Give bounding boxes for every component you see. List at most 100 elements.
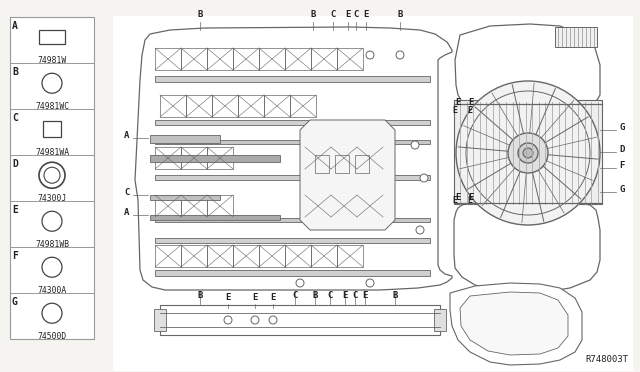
Text: 74981W: 74981W (37, 56, 67, 65)
Bar (357, 195, 383, 217)
Circle shape (420, 174, 428, 182)
Bar (207, 195, 233, 217)
Text: C: C (292, 291, 298, 300)
FancyBboxPatch shape (10, 17, 94, 339)
Bar (331, 147, 357, 169)
Text: B: B (392, 291, 397, 300)
Polygon shape (135, 27, 452, 290)
Bar (285, 245, 311, 267)
Circle shape (42, 211, 62, 231)
FancyBboxPatch shape (155, 175, 430, 180)
Text: B: B (397, 10, 403, 19)
Text: E: E (455, 98, 461, 107)
Text: E: E (225, 293, 230, 302)
FancyBboxPatch shape (150, 195, 220, 200)
Circle shape (42, 257, 62, 277)
Bar (207, 48, 233, 70)
Text: D: D (12, 159, 18, 169)
Circle shape (224, 316, 232, 324)
FancyBboxPatch shape (155, 270, 430, 276)
Text: F: F (12, 251, 18, 261)
Text: D: D (620, 145, 625, 154)
Circle shape (518, 143, 538, 163)
FancyBboxPatch shape (155, 140, 430, 144)
Text: B: B (312, 291, 317, 300)
Text: 74981WC: 74981WC (35, 102, 69, 111)
Circle shape (366, 51, 374, 59)
Bar (337, 245, 363, 267)
Text: C: C (124, 188, 130, 197)
Circle shape (269, 316, 277, 324)
FancyBboxPatch shape (155, 120, 430, 125)
Bar (207, 245, 233, 267)
FancyBboxPatch shape (39, 30, 65, 44)
Circle shape (416, 226, 424, 234)
Text: 74981WA: 74981WA (35, 148, 69, 157)
Circle shape (523, 148, 533, 158)
Bar (233, 245, 259, 267)
Bar (305, 147, 331, 169)
Bar (207, 147, 233, 169)
Bar (337, 48, 363, 70)
Bar (155, 245, 181, 267)
FancyBboxPatch shape (150, 155, 280, 162)
Text: 74300A: 74300A (37, 286, 67, 295)
Text: B: B (197, 291, 203, 300)
Text: C: C (353, 10, 358, 19)
Circle shape (396, 51, 404, 59)
FancyBboxPatch shape (155, 76, 430, 82)
Bar (155, 48, 181, 70)
Text: B: B (197, 10, 203, 19)
Bar (259, 48, 285, 70)
Bar (181, 48, 207, 70)
Bar (311, 48, 337, 70)
Text: C: C (12, 113, 18, 123)
Bar (155, 147, 181, 169)
Bar (331, 195, 357, 217)
Text: 74981WB: 74981WB (35, 240, 69, 249)
Bar (160, 95, 186, 117)
Text: E: E (467, 196, 472, 205)
Polygon shape (455, 24, 600, 104)
FancyBboxPatch shape (43, 121, 61, 137)
Bar (155, 195, 181, 217)
Text: E: E (468, 193, 474, 202)
Circle shape (42, 303, 62, 323)
Text: E: E (346, 10, 351, 19)
Bar (264, 95, 290, 117)
Bar (285, 48, 311, 70)
Bar (181, 147, 207, 169)
Text: 74300J: 74300J (37, 194, 67, 203)
Text: E: E (252, 293, 258, 302)
Text: A: A (124, 131, 130, 140)
FancyBboxPatch shape (113, 16, 633, 371)
Polygon shape (450, 283, 582, 365)
FancyBboxPatch shape (150, 135, 220, 143)
Text: 74500D: 74500D (37, 332, 67, 341)
Text: A: A (12, 21, 18, 31)
Bar (434, 309, 446, 331)
FancyBboxPatch shape (155, 238, 430, 243)
Text: R748003T: R748003T (585, 355, 628, 364)
Circle shape (44, 167, 60, 183)
Polygon shape (300, 120, 395, 230)
Text: E: E (270, 293, 276, 302)
Text: C: C (327, 291, 333, 300)
Circle shape (411, 141, 419, 149)
Bar (186, 95, 212, 117)
Text: E: E (452, 106, 458, 115)
Text: E: E (467, 106, 472, 115)
Circle shape (296, 279, 304, 287)
Circle shape (39, 162, 65, 188)
Bar (290, 95, 316, 117)
Polygon shape (454, 203, 600, 293)
Bar (154, 309, 166, 331)
Circle shape (508, 133, 548, 173)
Text: E: E (468, 98, 474, 107)
Text: B: B (12, 67, 18, 77)
Bar (357, 147, 383, 169)
Circle shape (42, 73, 62, 93)
Bar (335, 155, 349, 173)
FancyBboxPatch shape (160, 305, 440, 335)
Text: G: G (620, 123, 625, 132)
